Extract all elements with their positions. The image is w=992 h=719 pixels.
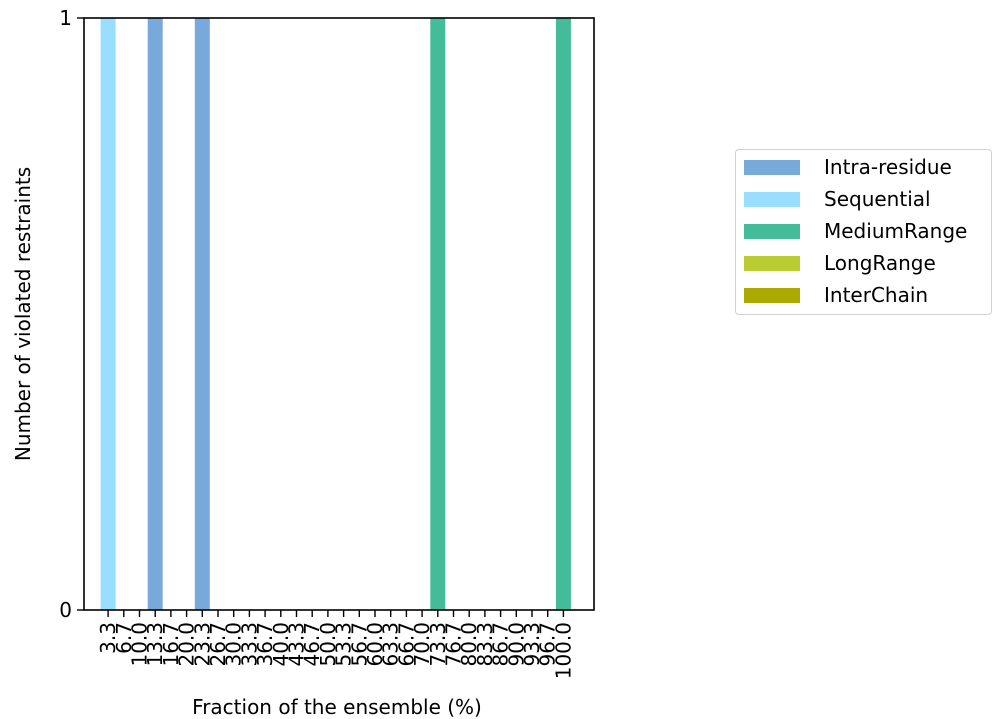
x-tick-label: 53.3 (332, 622, 356, 667)
x-tick-label: 46.7 (300, 622, 324, 667)
bar-mediumrange-73.3 (430, 18, 446, 610)
y-tick-label: 0 (59, 598, 72, 622)
x-tick-label: 90.0 (504, 622, 528, 667)
x-tick-label: 33.3 (237, 622, 261, 667)
x-tick-label: 60.0 (363, 622, 387, 667)
x-tick-label: 6.7 (112, 622, 136, 654)
x-tick-label: 50.0 (316, 622, 340, 667)
x-tick-label: 63.3 (379, 622, 403, 667)
x-tick-label: 70.0 (410, 622, 434, 667)
x-tick-label: 80.0 (457, 622, 481, 667)
x-tick-label: 56.7 (347, 622, 371, 667)
legend-swatch (744, 191, 800, 207)
bar-intra-residue-13.3 (147, 18, 163, 610)
bar-mediumrange-100.0 (555, 18, 571, 610)
legend-swatch (744, 287, 800, 303)
x-tick-label: 23.3 (190, 622, 214, 667)
legend-swatch (744, 255, 800, 271)
x-tick-label: 20.0 (175, 622, 199, 667)
legend-swatch (744, 159, 800, 175)
x-tick-label: 73.3 (426, 622, 450, 667)
x-tick-label: 43.3 (285, 622, 309, 667)
legend-label: MediumRange (824, 219, 968, 243)
legend-item-longrange: LongRange (744, 251, 936, 275)
plot-frame (83, 17, 595, 611)
legend: Intra-residue Sequential MediumRange LongRa… (735, 149, 992, 315)
legend-item-mediumrange: MediumRange (744, 219, 967, 243)
x-tick-label: 76.7 (442, 622, 466, 667)
x-tick-label: 36.7 (253, 622, 277, 667)
x-tick-label: 30.0 (222, 622, 246, 667)
x-tick-label: 86.7 (489, 622, 513, 667)
x-tick-label: 66.7 (394, 622, 418, 667)
x-axis-label: Fraction of the ensemble (%) (192, 695, 482, 719)
x-tick-label: 40.0 (269, 622, 293, 667)
legend-item-interchain: InterChain (744, 283, 928, 307)
legend-swatch (744, 223, 800, 239)
x-tick-label: 83.3 (473, 622, 497, 667)
legend-item-sequential: Sequential (744, 187, 931, 211)
x-tick-label: 93.3 (520, 622, 544, 667)
legend-label: Sequential (824, 187, 931, 211)
x-tick-label: 26.7 (206, 622, 230, 667)
legend-label: InterChain (824, 283, 929, 307)
x-tick-label: 100.0 (551, 622, 575, 679)
y-axis-label: Number of violated restraints (11, 167, 35, 461)
y-axis: 01 (59, 6, 84, 622)
bar-sequential-3.3 (100, 18, 116, 610)
x-tick-label: 3.3 (96, 622, 120, 654)
legend-label: LongRange (824, 251, 936, 275)
bar-intra-residue-23.3 (194, 18, 210, 610)
legend-label: Intra-residue (824, 155, 952, 179)
x-tick-label: 16.7 (159, 622, 183, 667)
x-tick-label: 10.0 (128, 622, 152, 667)
x-axis: 3.36.710.013.316.720.023.326.730.033.336… (96, 610, 575, 679)
bars-group (100, 18, 571, 610)
legend-item-intra-residue: Intra-residue (744, 155, 952, 179)
x-tick-label: 13.3 (143, 622, 167, 667)
y-tick-label: 1 (59, 6, 72, 30)
x-tick-label: 96.7 (536, 622, 560, 667)
